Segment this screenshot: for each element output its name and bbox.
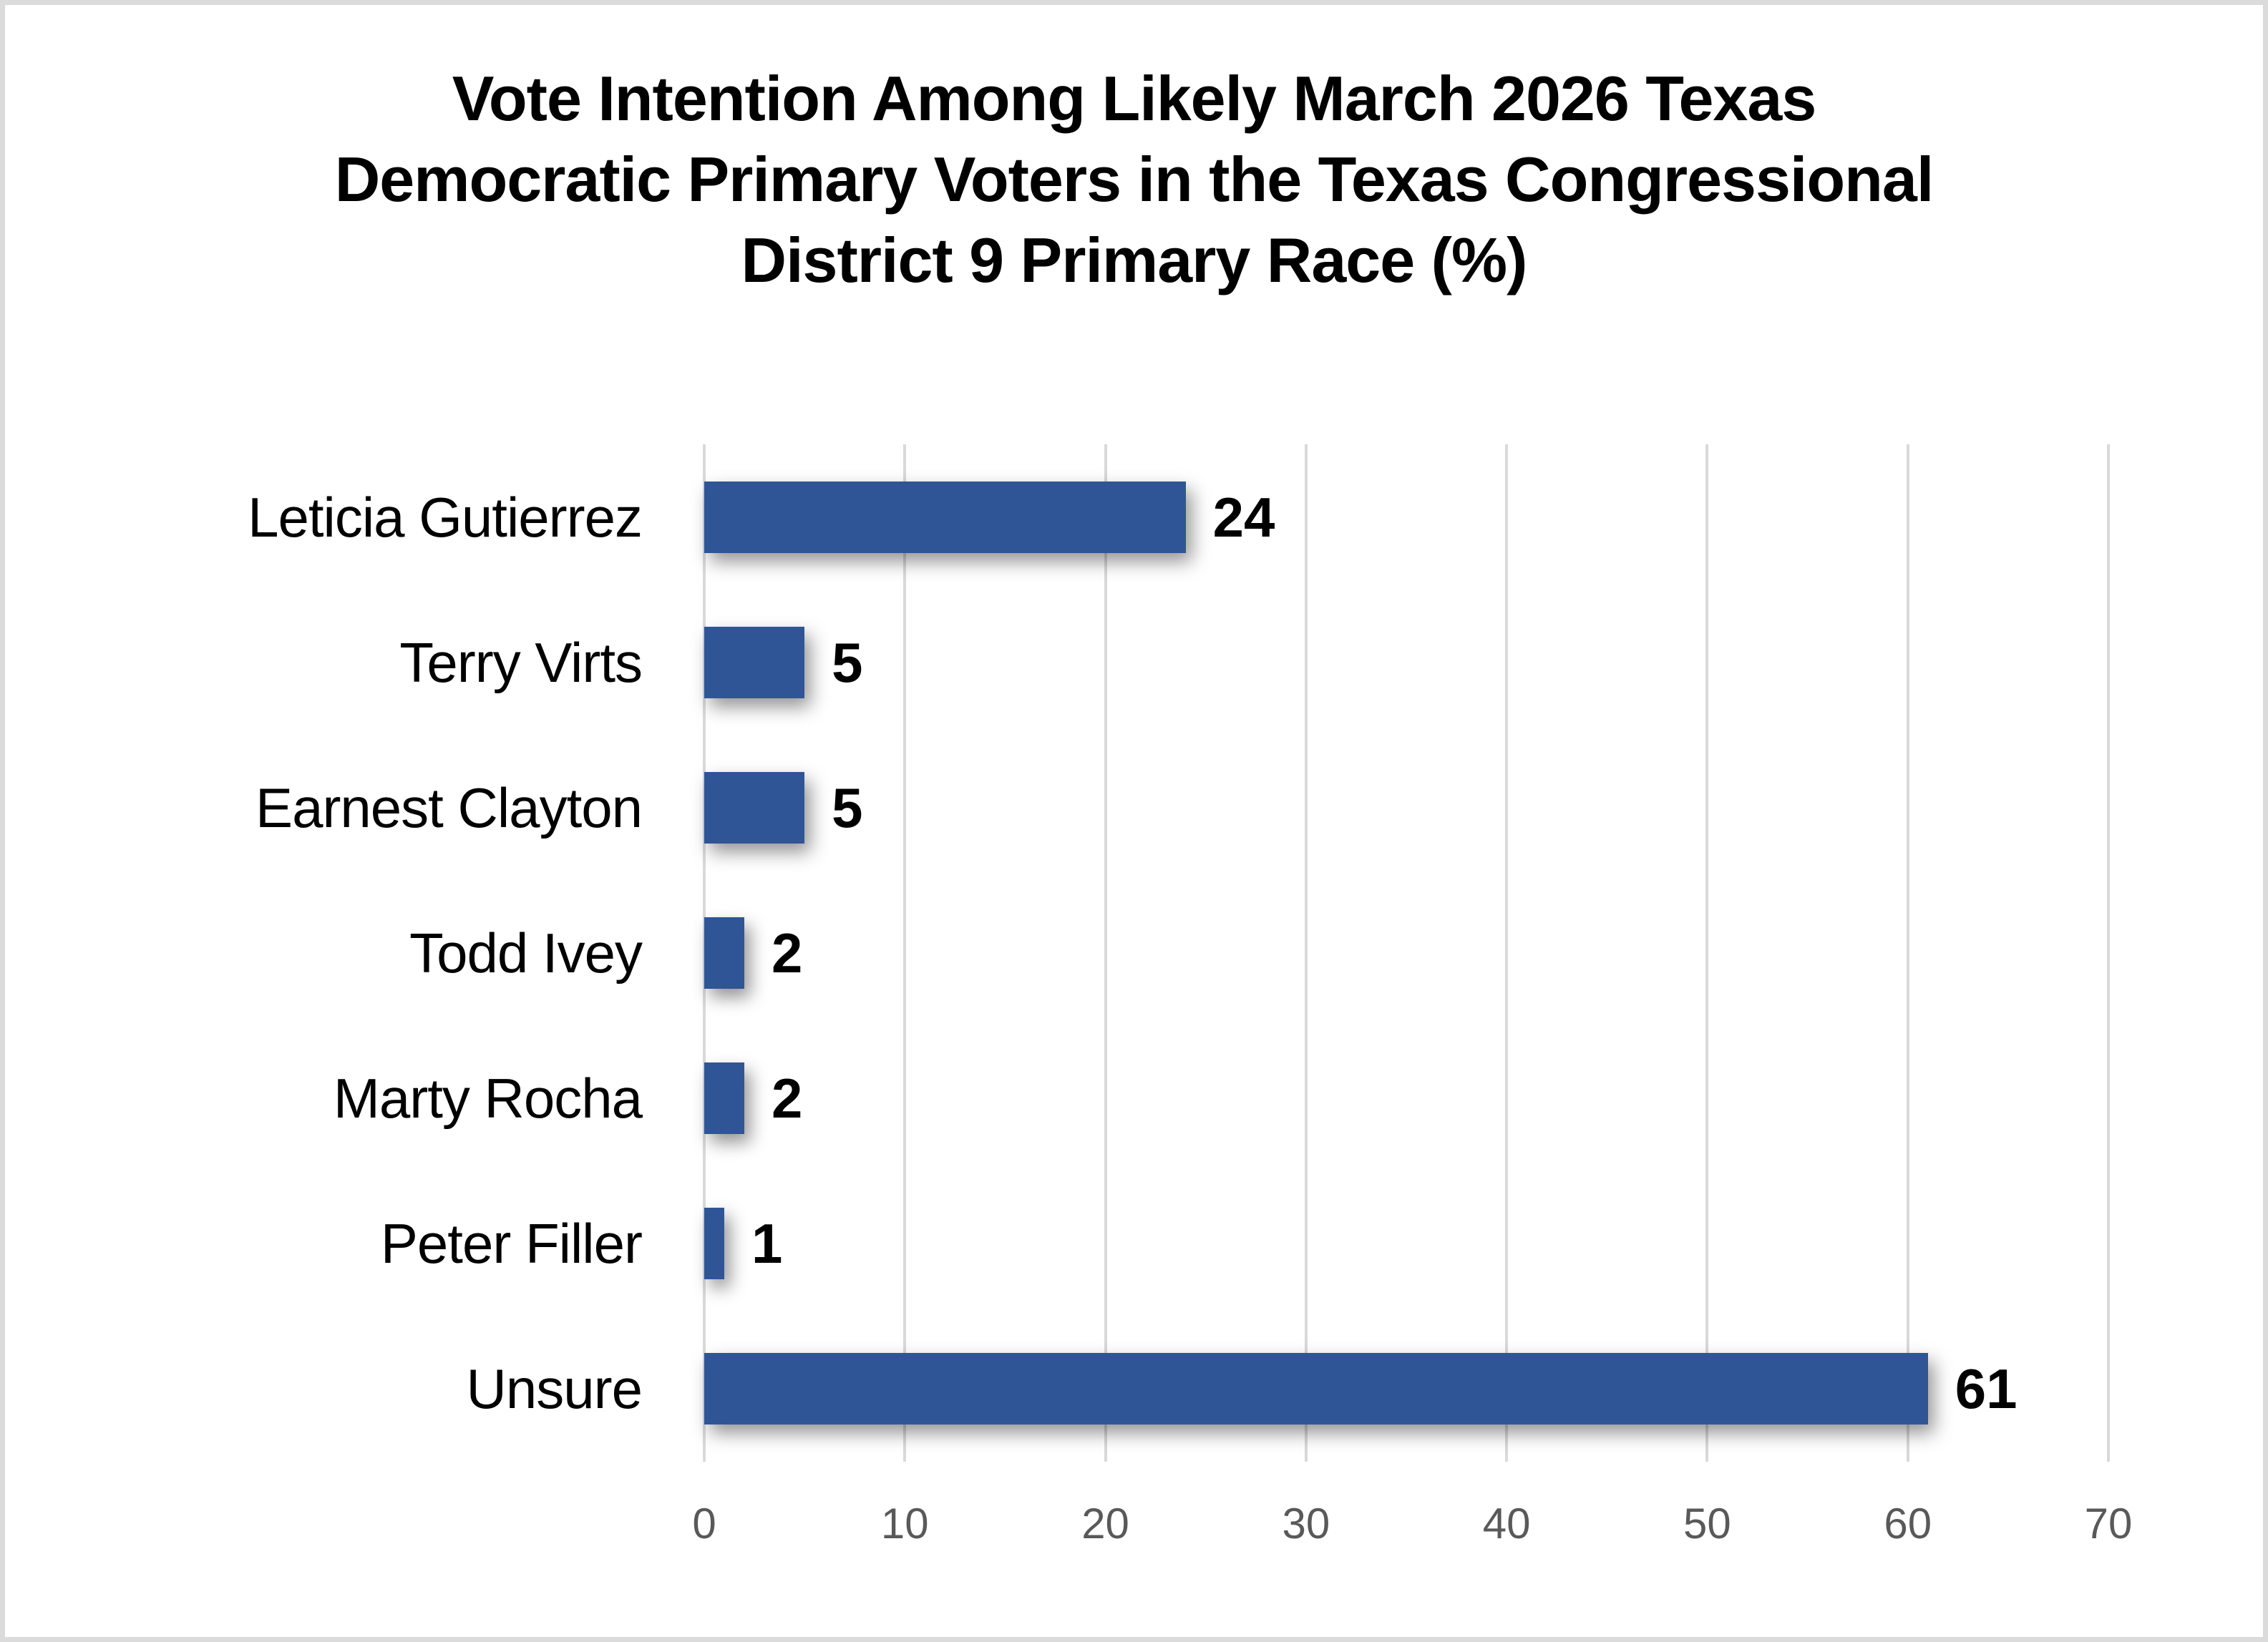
bar [704,1208,725,1280]
value-label: 24 [1212,485,1275,549]
chart-title-line-3: District 9 Primary Race (%) [741,225,1528,295]
chart-title: Vote Intention Among Likely March 2026 T… [5,58,2263,300]
category-label: Unsure [466,1357,643,1421]
category-label: Earnest Clayton [255,776,643,839]
x-tick-label-50: 50 [1683,1500,1731,1548]
category-label: Peter Filler [380,1212,643,1276]
x-tick-label-40: 40 [1482,1500,1531,1548]
value-label: 61 [1955,1357,2018,1421]
value-label: 2 [772,922,803,984]
value-label: 5 [832,630,863,694]
chart-title-line-1: Vote Intention Among Likely March 2026 T… [452,63,1817,134]
value-label: 1 [751,1212,783,1276]
chart-title-line-2: Democratic Primary Voters in the Texas C… [334,144,1934,215]
bar [704,917,745,989]
bar [704,771,805,844]
value-label: 2 [772,1067,803,1130]
category-label: Terry Virts [399,630,643,694]
x-tick-label-30: 30 [1282,1500,1330,1548]
gridline-x-30 [1304,444,1308,1462]
gridline-x-20 [1104,444,1107,1462]
value-label: 5 [832,776,863,839]
gridline-x-10 [903,444,907,1462]
bar [704,1353,1928,1425]
gridline-x-50 [1705,444,1709,1462]
bar [704,626,805,698]
gridline-x-40 [1505,444,1509,1462]
bar [704,481,1186,553]
gridline-x-60 [1906,444,1909,1462]
x-tick-label-10: 10 [880,1500,929,1548]
x-tick-label-60: 60 [1884,1500,1932,1548]
x-tick-label-70: 70 [2084,1500,2133,1548]
category-label: Leticia Gutierrez [248,485,643,549]
category-label: Todd Ivey [409,922,643,984]
gridline-x-70 [2107,444,2110,1462]
category-label: Marty Rocha [333,1067,643,1130]
x-tick-label-0: 0 [692,1500,716,1548]
bar [704,1062,745,1135]
x-tick-label-20: 20 [1081,1500,1129,1548]
